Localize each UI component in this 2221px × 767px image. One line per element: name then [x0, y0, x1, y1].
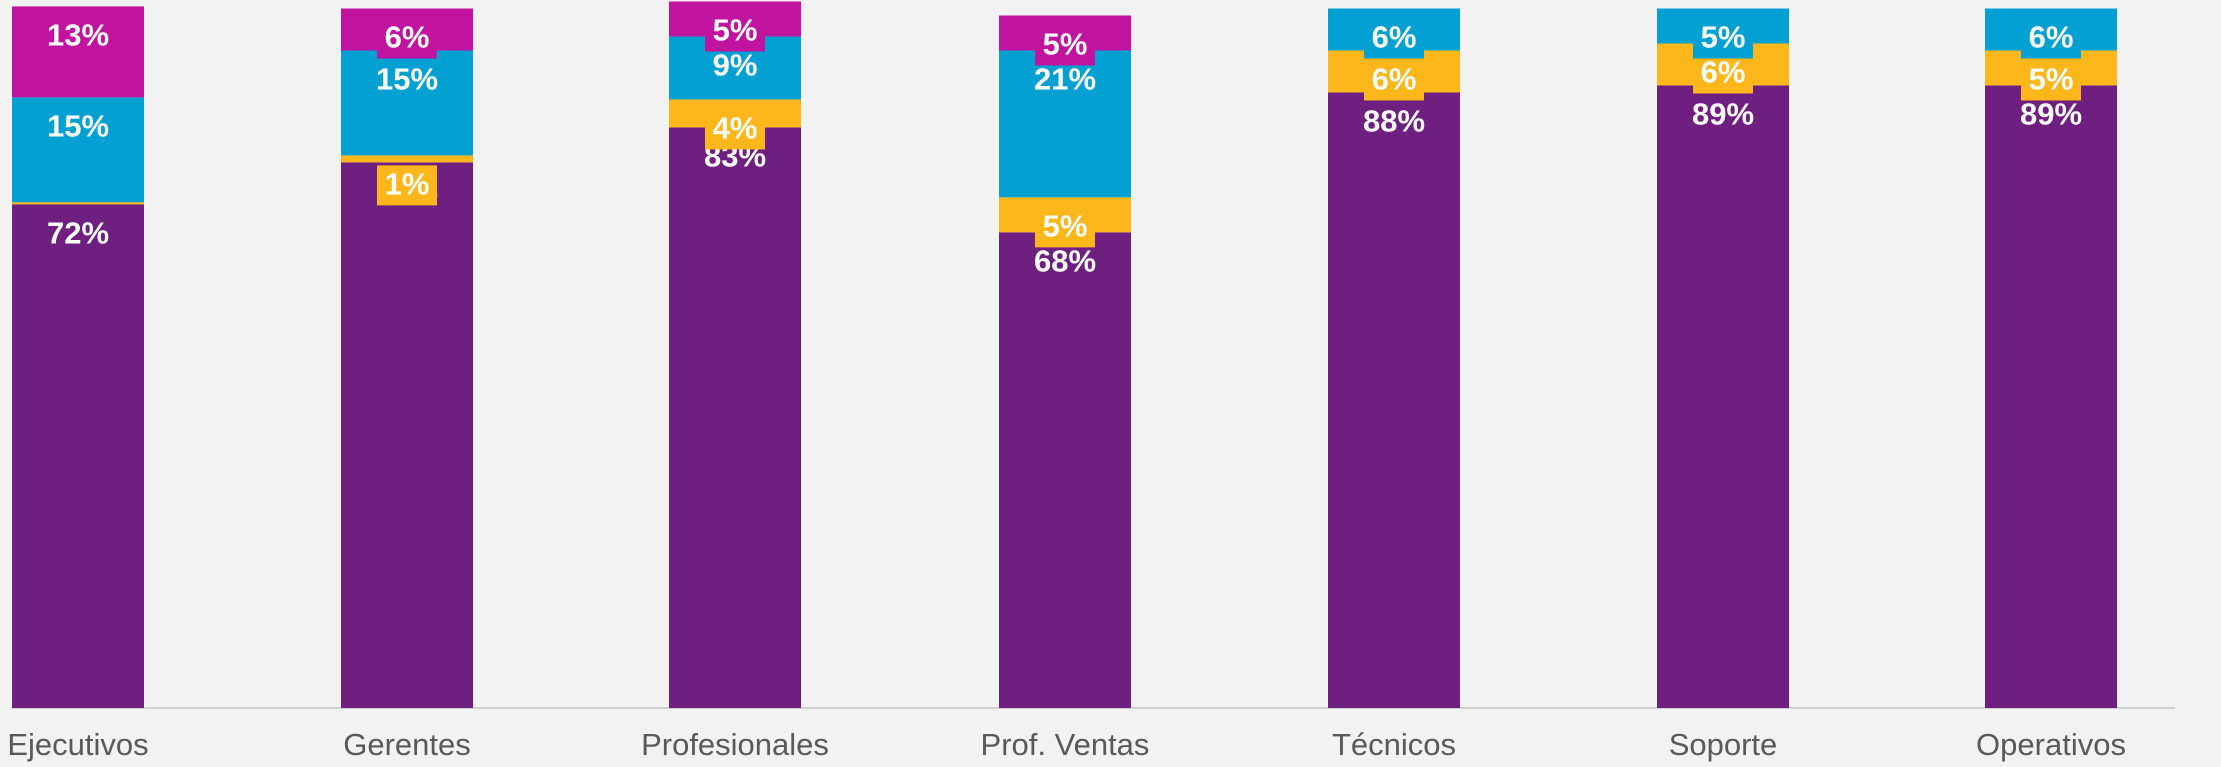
data-label: 6%: [1372, 20, 1417, 55]
bar-segment: [669, 127, 801, 709]
label-box: [377, 165, 437, 206]
data-label: 1%: [385, 167, 430, 202]
x-tick-label: Operativos: [1976, 727, 2126, 762]
data-label: 15%: [47, 109, 109, 144]
data-label: 72%: [47, 216, 109, 251]
data-label: 5%: [713, 13, 758, 48]
bar-segment: [1657, 85, 1789, 708]
data-label: 6%: [385, 20, 430, 55]
data-label: 13%: [47, 18, 109, 53]
label-box: [705, 109, 765, 150]
label-box: [1693, 53, 1753, 94]
data-label: 6%: [1701, 55, 1746, 90]
data-label: 5%: [1701, 20, 1746, 55]
label-box: [377, 18, 437, 59]
data-label: 6%: [2029, 20, 2074, 55]
label-box: [1364, 18, 1424, 59]
label-box: [705, 11, 765, 52]
bar-segment: [999, 232, 1131, 708]
x-tick-label: Técnicos: [1332, 727, 1456, 762]
label-box: [1035, 25, 1095, 66]
data-label: 68%: [1034, 244, 1096, 279]
label-box: [1364, 60, 1424, 101]
label-box: [1364, 102, 1424, 143]
label-box: [48, 107, 108, 148]
data-label: 21%: [1034, 62, 1096, 97]
label-box: [2021, 18, 2081, 59]
bar-segment: [341, 162, 473, 708]
label-box: [1035, 60, 1095, 101]
label-box: [1035, 207, 1095, 248]
data-label: 89%: [1692, 97, 1754, 132]
label-box: [1693, 95, 1753, 136]
x-tick-label: Soporte: [1669, 727, 1778, 762]
label-box: [2021, 60, 2081, 101]
x-tick-label: Gerentes: [343, 727, 471, 762]
data-label: 9%: [713, 48, 758, 83]
data-label: 5%: [1043, 209, 1088, 244]
bar-segment: [1985, 85, 2117, 708]
label-box: [2021, 95, 2081, 136]
data-label: 5%: [2029, 62, 2074, 97]
label-box: [377, 60, 437, 101]
label-box: [705, 46, 765, 87]
bar-segment: [1328, 92, 1460, 708]
data-label: 6%: [1372, 62, 1417, 97]
label-box: [48, 16, 108, 57]
label-box: [48, 214, 108, 255]
x-tick-label: Profesionales: [641, 727, 829, 762]
data-label: 15%: [376, 62, 438, 97]
data-label: 4%: [713, 111, 758, 146]
data-label: 5%: [1043, 27, 1088, 62]
x-tick-label: Prof. Ventas: [981, 727, 1150, 762]
bar-segment: [341, 155, 473, 163]
bar-segment: [12, 204, 144, 709]
label-box: [1693, 18, 1753, 59]
label-box: [1035, 242, 1095, 283]
data-label: 89%: [2020, 97, 2082, 132]
bar-segment: [12, 202, 144, 205]
data-label: 88%: [1363, 104, 1425, 139]
x-tick-label: Ejecutivos: [7, 727, 148, 762]
